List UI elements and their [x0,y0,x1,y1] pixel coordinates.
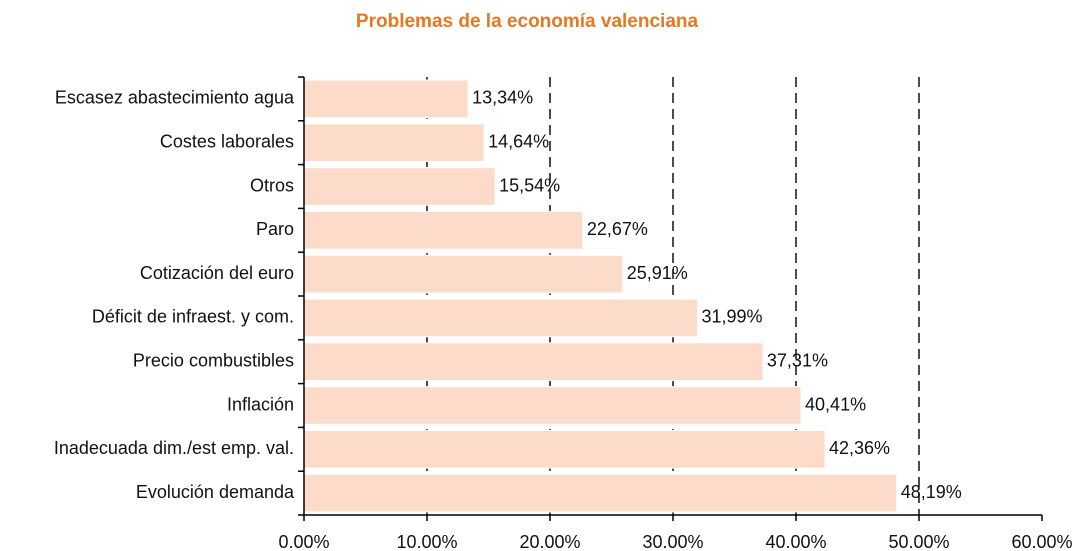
y-tick-label: Costes laborales [160,131,294,151]
y-tick-label: Otros [250,175,294,195]
bar [303,123,485,163]
data-label: 14,64% [488,131,549,151]
y-tick-label: Inflación [227,394,294,414]
x-tick-label: 0.00% [278,532,329,551]
data-label: 40,41% [805,394,866,414]
bar [303,167,496,206]
x-tick-label: 10.00% [396,532,457,551]
x-tick-label: 50.00% [888,532,949,551]
y-tick-label: Paro [256,219,294,239]
bar [303,298,698,338]
bar [303,254,624,294]
data-label: 13,34% [472,88,533,108]
data-label: 48,19% [901,482,962,502]
x-tick-label: 30.00% [642,532,703,551]
y-tick-label: Inadecuada dim./est emp. val. [54,438,294,458]
bar [303,79,469,119]
bar [303,386,802,425]
y-tick-label: Evolución demanda [136,482,295,502]
chart-title: Problemas de la economía valenciana [356,11,699,32]
bar [303,473,898,513]
data-label: 31,99% [701,307,762,327]
y-tick-label: Escasez abastecimiento agua [55,88,295,108]
data-label: 15,54% [499,175,560,195]
data-label: 42,36% [829,438,890,458]
x-tick-label: 20.00% [519,532,580,551]
data-label: 37,31% [767,350,828,370]
x-tick-label: 60.00% [1011,532,1072,551]
x-tick-label: 40.00% [765,532,826,551]
bar [303,342,764,382]
y-tick-label: Precio combustibles [133,350,294,370]
bar [303,210,584,250]
bar [303,429,826,469]
y-tick-label: Cotización del euro [140,263,294,283]
data-label: 25,91% [627,263,688,283]
data-label: 22,67% [587,219,648,239]
y-tick-label: Déficit de infraest. y com. [92,307,294,327]
